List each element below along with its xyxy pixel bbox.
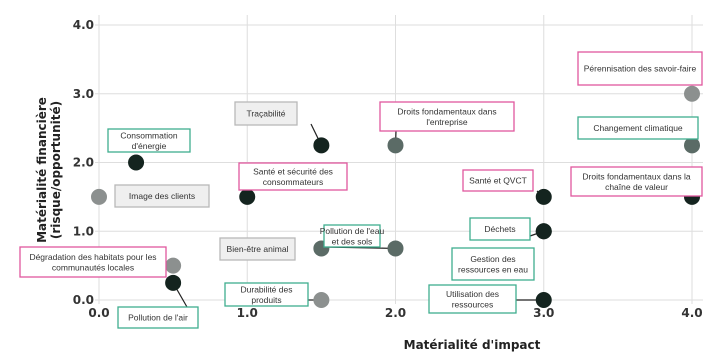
point-label: Durabilité des produits [241,284,293,305]
label-box-frame [107,128,191,153]
label-box-frame [428,284,517,314]
label-box-droits-fondamentaux-dans-l-entreprise: Droits fondamentaux dans l'entreprise [379,101,515,132]
data-point-pollution-de-l-air [165,274,182,291]
y-tick-label: 0.0 [73,293,94,307]
x-tick-label: 0.0 [88,306,109,320]
point-label: Santé et sécurité des consommateurs [253,166,333,187]
data-point-perennisation-des-savoir-faire [684,85,700,102]
label-box-consommation-d-energie: Consommation d'énergie [107,128,191,153]
label-box-frame [379,101,515,132]
axis-ticks: 0.0 1.0 2.0 3.0 4.0 0.0 1.0 2.0 3.0 4.0 [73,18,703,320]
point-label: Déchets [484,224,515,234]
point-label: Droits fondamentaux dans la chaîne de val… [582,171,690,192]
data-point-sante-et-qvct [535,188,552,205]
data-point-gestion-des-ressources-en-eau [535,223,552,240]
label-box-pollution-de-l-air: Pollution de l'air [117,306,199,329]
label-box-frame [117,306,199,329]
data-point-changement-climatique [684,137,700,154]
label-box-frame [570,166,703,197]
data-point-utilisation-des-ressources [535,292,552,308]
point-label: Pollution de l'eau et des sols [320,226,385,247]
y-tick-label: 1.0 [73,224,94,238]
y-tick-label: 2.0 [73,156,94,170]
label-box-droits-fondamentaux-dans-la-chaine-de-valeur: Droits fondamentaux dans la chaîne de val… [570,166,703,197]
point-label: Droits fondamentaux dans l'entreprise [397,106,496,127]
label-box-frame [577,51,703,86]
x-tick-label: 1.0 [237,306,258,320]
label-box-perennisation-des-savoir-faire: Pérennisation des savoir-faire [577,51,703,86]
x-tick-label: 4.0 [681,306,702,320]
x-tick-label: 2.0 [385,306,406,320]
label-box-image-des-clients: Image des clients [114,184,210,208]
label-box-durabilite-des-produits: Durabilité des produits [224,282,309,307]
gridlines [95,15,703,304]
label-box-frame [114,184,210,208]
point-label: Image des clients [129,191,195,201]
x-tick-label: 3.0 [533,306,554,320]
label-box-frame [219,237,296,261]
point-label: Bien-être animal [227,244,289,254]
label-box-utilisation-des-ressources: Utilisation des ressources [428,284,517,314]
label-box-gestion-des-ressources-en-eau: Gestion des ressources en eau [451,247,535,281]
label-box-frame [224,282,309,307]
label-box-frame [451,247,535,281]
label-box-sante-et-qvct: Santé et QVCT [462,169,534,192]
data-point-durabilite-des-produits [313,292,330,308]
x-axis-title: Matérialité d'impact [404,338,541,352]
label-box-frame [238,162,348,191]
y-tick-label: 3.0 [73,87,94,101]
data-point-droits-fondamentaux-dans-l-entreprise [387,137,404,154]
label-box-frame [19,246,167,278]
point-label: Pollution de l'air [128,313,188,323]
y-tick-label: 4.0 [73,18,94,32]
label-box-frame [469,217,531,241]
data-point-consommation-d-energie [128,154,145,171]
label-box-bien-etre-animal: Bien-être animal [219,237,296,261]
label-box-frame [234,101,298,126]
data-point-tracabilite [313,137,330,154]
label-box-frame [462,169,534,192]
point-label: Consommation d'énergie [120,130,177,151]
y-axis-title-line-2: (risque/opportunité) [49,101,63,239]
point-label: Changement climatique [593,123,683,133]
label-box-sante-et-securite-des-consommateurs: Santé et sécurité des consommateurs [238,162,348,191]
point-labels: Pérennisation des savoir-faire Changement… [19,51,703,329]
label-box-frame [577,116,699,140]
data-point-sante-et-securite-des-consommateurs [239,188,256,205]
y-axis-title-line-1: Matérialité financière [35,97,49,243]
y-axis-title: Matérialité financière (risque/opportuni… [35,97,63,243]
data-points [91,85,700,308]
label-box-changement-climatique: Changement climatique [577,116,699,140]
data-point-pollution-de-l-eau-et-des-sols [387,240,404,257]
point-label: Pérennisation des savoir-faire [584,64,697,74]
point-label: Traçabilité [247,109,286,119]
data-point-image-des-clients [91,188,107,205]
label-box-degradation-des-habitats-pour-les-communautes-locales: Dégradation des habitats pour les communa… [19,246,167,278]
label-box-dechets: Déchets [469,217,531,241]
label-box-pollution-de-l-eau-et-des-sols: Pollution de l'eau et des sols [320,224,385,248]
point-label: Utilisation des ressources [446,289,499,310]
point-label: Dégradation des habitats pour les communa… [29,252,156,273]
point-label: Gestion des ressources en eau [458,254,528,275]
label-box-frame [323,224,381,248]
data-point-degradation-des-habitats-pour-les-communautes-locales [165,257,182,274]
point-label: Santé et QVCT [469,176,527,186]
label-box-tracabilite: Traçabilité [234,101,298,126]
